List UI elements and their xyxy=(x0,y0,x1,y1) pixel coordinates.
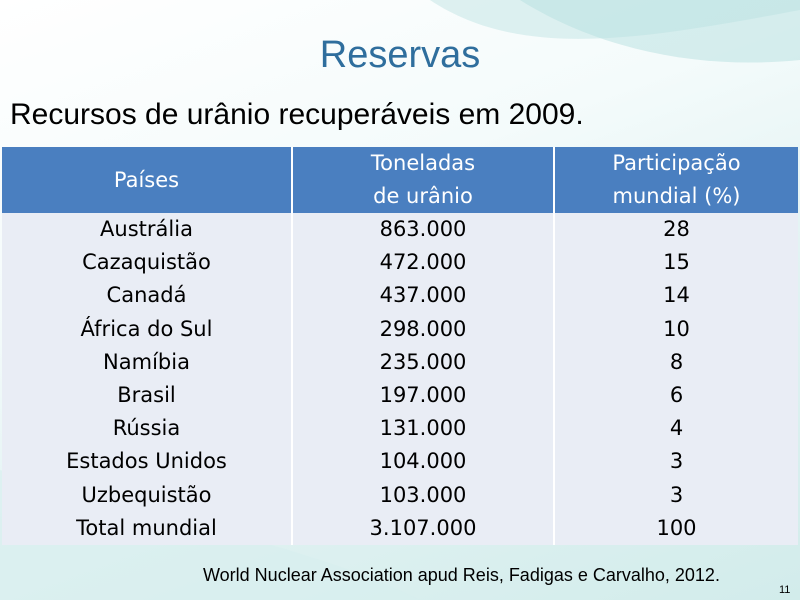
table-row: Austrália 863.000 28 xyxy=(2,213,798,247)
cell-share: 8 xyxy=(553,345,798,379)
header-tonnes-line2: de urânio xyxy=(373,184,473,208)
cell-tonnes: 104.000 xyxy=(291,445,554,479)
cell-country: Total mundial xyxy=(2,511,292,545)
cell-share: 3 xyxy=(553,445,798,479)
cell-tonnes: 298.000 xyxy=(291,312,554,346)
header-tonnes-line1: Toneladas xyxy=(370,151,476,175)
cell-share: 4 xyxy=(553,412,798,446)
cell-tonnes: 3.107.000 xyxy=(291,511,554,545)
cell-country: Austrália xyxy=(2,213,292,247)
header-countries: Países xyxy=(2,147,292,213)
source-citation: World Nuclear Association apud Reis, Fad… xyxy=(203,565,720,585)
cell-country: Estados Unidos xyxy=(2,445,292,479)
cell-tonnes: 863.000 xyxy=(291,213,554,247)
table-row-total: Total mundial 3.107.000 100 xyxy=(2,511,798,545)
slide-number: 11 xyxy=(779,584,791,596)
header-share: Participação mundial (%) xyxy=(553,147,798,213)
header-share-line2: mundial (%) xyxy=(612,184,741,208)
cell-country: Rússia xyxy=(2,412,292,446)
cell-share: 6 xyxy=(553,378,798,413)
table-row: Cazaquistão 472.000 15 xyxy=(2,246,798,280)
cell-country: Namíbia xyxy=(2,345,292,379)
cell-share: 100 xyxy=(553,511,798,545)
cell-country: Canadá xyxy=(2,279,292,313)
cell-share: 15 xyxy=(553,246,798,280)
cell-tonnes: 235.000 xyxy=(291,345,554,379)
header-countries-label: Países xyxy=(113,167,180,192)
table-row: Canadá 437.000 14 xyxy=(2,279,798,313)
table-row: Estados Unidos 104.000 3 xyxy=(2,445,798,479)
cell-share: 10 xyxy=(553,312,798,346)
cell-share: 14 xyxy=(553,279,798,313)
cell-country: África do Sul xyxy=(2,312,292,346)
table-row: Uzbequistão 103.000 3 xyxy=(2,478,798,512)
cell-tonnes: 197.000 xyxy=(291,378,554,413)
header-tonnes: Toneladas de urânio xyxy=(291,147,554,213)
cell-share: 28 xyxy=(553,213,798,247)
table-header-row: Países Toneladas de urânio Participação … xyxy=(2,147,798,213)
table-row: Rússia 131.000 4 xyxy=(2,412,798,446)
slide-subtitle: Recursos de urânio recuperáveis em 2009. xyxy=(10,98,584,131)
cell-tonnes: 131.000 xyxy=(291,412,554,446)
cell-share: 3 xyxy=(553,478,798,512)
header-share-line1: Participação xyxy=(612,151,741,175)
cell-country: Brasil xyxy=(2,378,292,413)
cell-country: Uzbequistão xyxy=(2,478,292,512)
table-row: África do Sul 298.000 10 xyxy=(2,312,798,346)
cell-country: Cazaquistão xyxy=(2,246,292,280)
uranium-reserves-table: Países Toneladas de urânio Participação … xyxy=(2,147,798,545)
table-row: Brasil 197.000 6 xyxy=(2,378,798,413)
slide-title: Reservas xyxy=(319,34,481,76)
table-row: Namíbia 235.000 8 xyxy=(2,345,798,379)
cell-tonnes: 437.000 xyxy=(291,279,554,313)
cell-tonnes: 103.000 xyxy=(291,478,554,512)
cell-tonnes: 472.000 xyxy=(291,246,554,280)
